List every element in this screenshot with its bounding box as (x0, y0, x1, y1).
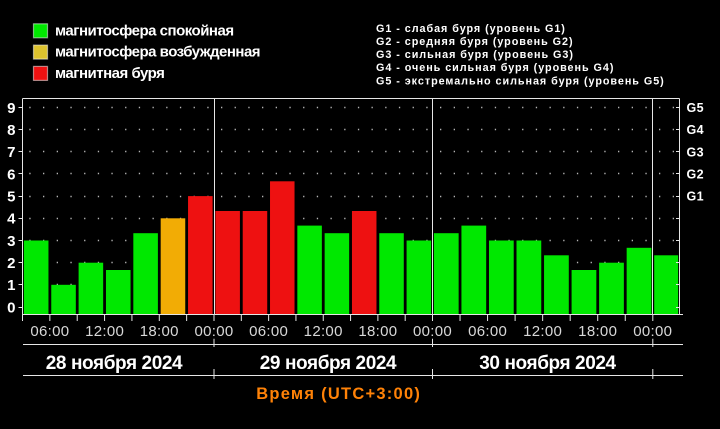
svg-text:G1 - слабая буря (уровень G1): G1 - слабая буря (уровень G1) (376, 23, 566, 35)
svg-text:0: 0 (7, 299, 15, 316)
svg-text:28 ноября 2024: 28 ноября 2024 (46, 353, 183, 374)
svg-text:Время (UTC+3:00): Время (UTC+3:00) (256, 385, 421, 403)
svg-text:4: 4 (7, 211, 16, 228)
svg-text:G3: G3 (687, 145, 704, 159)
svg-text:G2 - средняя буря (уровень G2): G2 - средняя буря (уровень G2) (376, 36, 574, 48)
svg-text:G2: G2 (687, 168, 704, 182)
svg-text:магнитная буря: магнитная буря (55, 65, 164, 82)
svg-text:29 ноября 2024: 29 ноября 2024 (260, 353, 397, 374)
svg-text:00:00: 00:00 (413, 323, 452, 340)
svg-text:7: 7 (7, 144, 15, 161)
svg-text:1: 1 (7, 277, 15, 294)
svg-text:06:00: 06:00 (30, 323, 69, 340)
svg-text:00:00: 00:00 (633, 323, 672, 340)
svg-text:00:00: 00:00 (194, 323, 233, 340)
svg-text:G4 - очень сильная буря (урове: G4 - очень сильная буря (уровень G4) (376, 62, 614, 74)
svg-text:06:00: 06:00 (249, 323, 288, 340)
svg-text:6: 6 (7, 166, 15, 183)
svg-text:30 ноября 2024: 30 ноября 2024 (479, 353, 616, 374)
svg-text:5: 5 (7, 189, 15, 206)
svg-text:18:00: 18:00 (578, 323, 617, 340)
svg-text:12:00: 12:00 (85, 323, 124, 340)
svg-text:06:00: 06:00 (468, 323, 507, 340)
svg-text:12:00: 12:00 (304, 323, 343, 340)
svg-text:12:00: 12:00 (523, 323, 562, 340)
svg-text:3: 3 (7, 233, 15, 250)
svg-text:G5 - экстремально сильная буря: G5 - экстремально сильная буря (уровень … (376, 75, 665, 87)
svg-text:G3 - сильная буря (уровень G3): G3 - сильная буря (уровень G3) (376, 49, 574, 61)
svg-text:магнитосфера возбужденная: магнитосфера возбужденная (55, 44, 260, 61)
svg-text:магнитосфера спокойная: магнитосфера спокойная (55, 22, 234, 39)
svg-text:9: 9 (7, 100, 15, 117)
svg-text:G1: G1 (687, 190, 704, 204)
svg-text:G5: G5 (687, 101, 704, 115)
svg-text:8: 8 (7, 122, 15, 139)
svg-text:2: 2 (7, 255, 15, 272)
svg-text:18:00: 18:00 (358, 323, 397, 340)
svg-text:18:00: 18:00 (140, 323, 179, 340)
svg-text:G4: G4 (687, 123, 704, 137)
